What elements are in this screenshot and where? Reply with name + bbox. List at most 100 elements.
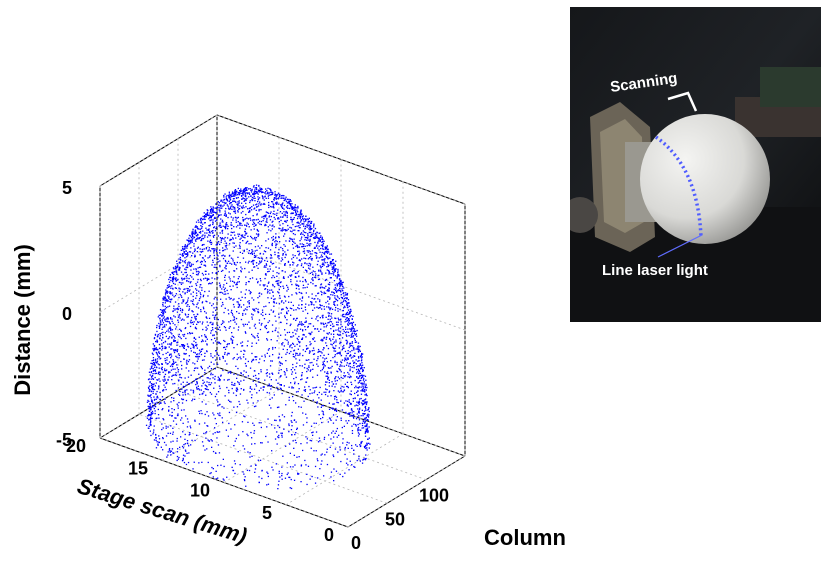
scatter-point — [337, 282, 340, 285]
scatter-point — [323, 438, 325, 440]
scatter-point — [337, 270, 339, 272]
scatter-point — [312, 237, 315, 239]
scatter-point — [337, 334, 340, 336]
scatter-point — [290, 323, 292, 325]
scatter-point — [293, 209, 295, 211]
scatter-point — [219, 403, 221, 406]
scatter-point — [205, 300, 207, 302]
scatter-point — [225, 260, 227, 263]
scatter-point — [329, 277, 331, 279]
scatter-point — [230, 194, 232, 196]
scatter-point — [165, 298, 167, 300]
scatter-point — [295, 354, 297, 356]
scatter-point — [347, 358, 349, 360]
scatter-point — [231, 335, 233, 337]
scatter-point — [157, 335, 159, 337]
scatter-point — [345, 301, 347, 303]
scatter-point — [155, 372, 157, 374]
scatter-point — [255, 219, 258, 221]
scatter-point — [164, 402, 166, 405]
scatter-point — [219, 205, 222, 207]
scatter-point — [175, 326, 178, 328]
scatter-point — [278, 470, 280, 472]
scatter-point — [216, 219, 218, 221]
scatter-point — [301, 338, 303, 340]
scatter-point — [328, 315, 330, 317]
scatter-point — [289, 443, 291, 445]
scatter-point — [306, 442, 308, 444]
scatter-point — [214, 337, 216, 339]
scatter-point — [297, 271, 299, 273]
scatter-point — [334, 386, 336, 388]
scatter-point — [336, 277, 338, 279]
scatter-point — [238, 200, 240, 202]
scatter-point — [206, 386, 208, 388]
scatter-point — [286, 351, 288, 354]
scatter-point — [327, 296, 329, 298]
scatter-point — [307, 395, 309, 398]
scatter-point — [232, 336, 235, 338]
scatter-point — [253, 254, 256, 257]
scatter-point — [208, 231, 210, 234]
scatter-point — [305, 257, 307, 260]
scatter-point — [356, 445, 358, 447]
scatter-point — [280, 246, 282, 249]
scatter-point — [325, 336, 328, 339]
scatter-point — [310, 425, 313, 427]
scatter-point — [313, 247, 315, 249]
scatter-point — [335, 419, 337, 421]
scatter-point — [359, 444, 361, 446]
scatter-point — [365, 398, 367, 400]
scatter-point — [213, 234, 216, 236]
scatter-point — [335, 409, 337, 411]
scatter-point — [150, 376, 153, 378]
scatter-point — [210, 439, 212, 441]
scatter-point — [257, 311, 260, 313]
scatter-point — [325, 357, 328, 359]
scatter-point — [307, 465, 310, 467]
scatter-point — [304, 389, 307, 391]
scatter-point — [364, 430, 367, 432]
scatter-point — [353, 449, 355, 451]
scatter-point — [331, 381, 333, 383]
scatter-point — [360, 415, 362, 417]
scatter-point — [332, 342, 335, 344]
scatter-point — [315, 232, 317, 235]
scatter-point — [295, 358, 297, 360]
scatter-point — [348, 363, 350, 365]
scatter-point — [293, 349, 296, 351]
scatter-point — [299, 224, 301, 226]
scatter-point — [270, 360, 272, 362]
scatter-point — [217, 376, 219, 378]
scatter-point — [255, 192, 258, 194]
scatter-point — [249, 391, 251, 393]
scatter-point — [209, 209, 212, 211]
scatter-point — [352, 336, 354, 338]
scatter-point — [174, 278, 177, 281]
scatter-point — [232, 217, 234, 219]
scatter-point — [162, 437, 164, 440]
scatter-point — [165, 297, 167, 299]
scatter-point — [239, 464, 241, 466]
scatter-point — [239, 246, 241, 248]
scatter-point — [161, 369, 163, 371]
scatter-point — [308, 365, 310, 367]
scatter-point — [291, 411, 293, 414]
scatter-point — [279, 419, 281, 421]
scatter-point — [175, 374, 177, 377]
scatter-point — [228, 191, 230, 193]
scatter-point — [311, 257, 313, 260]
scatter-point — [189, 261, 191, 264]
scatter-point — [210, 382, 213, 384]
scatter-point — [213, 250, 215, 252]
scatter-point — [361, 377, 363, 379]
scatter-point — [239, 247, 241, 249]
scatter-point — [191, 382, 193, 384]
scatter-point — [148, 400, 150, 403]
scatter-point — [217, 216, 219, 218]
scatter-point — [208, 228, 210, 230]
scatter-point — [168, 284, 170, 286]
scatter-point — [266, 338, 268, 340]
scatter-point — [306, 254, 308, 256]
scatter-point — [272, 469, 274, 471]
